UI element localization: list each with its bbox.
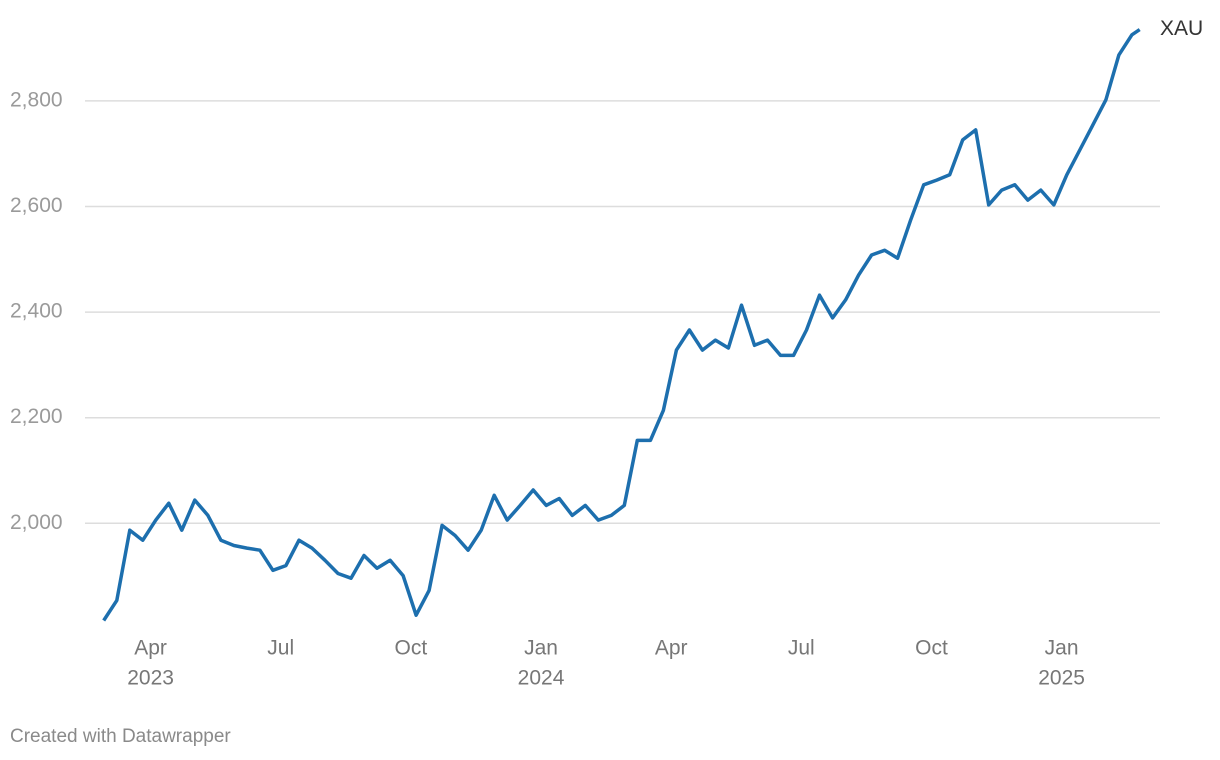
- x-tick-label: Oct: [395, 637, 428, 660]
- x-tick-label: Oct: [915, 637, 948, 660]
- y-tick-label: 2,000: [10, 511, 63, 534]
- y-tick-label: 2,800: [10, 88, 63, 111]
- x-tick-label: Jan: [1045, 637, 1079, 660]
- x-tick-label: Jul: [788, 637, 815, 660]
- y-tick-label: 2,200: [10, 405, 63, 428]
- x-tick-label: Apr: [655, 637, 688, 660]
- x-tick-label: Jul: [267, 637, 294, 660]
- y-tick-label: 2,600: [10, 194, 63, 217]
- x-tick-year: 2025: [1038, 667, 1085, 690]
- series-label: XAU: [1160, 17, 1203, 40]
- y-tick-label: 2,400: [10, 300, 63, 323]
- x-tick-label: Apr: [134, 637, 167, 660]
- x-tick-year: 2023: [127, 667, 174, 690]
- x-tick-year: 2024: [518, 667, 565, 690]
- x-tick-label: Jan: [524, 637, 558, 660]
- line: [102, 28, 1141, 622]
- footer: Created with Datawrapper: [10, 726, 231, 747]
